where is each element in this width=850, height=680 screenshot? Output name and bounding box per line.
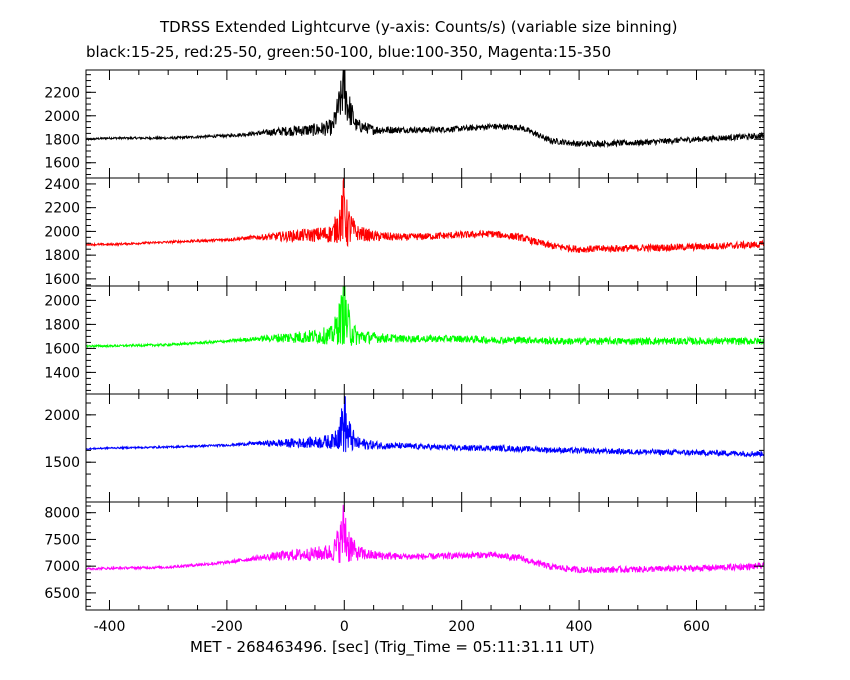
y-tick-label: 1800 <box>44 132 80 148</box>
y-tick-label: 7000 <box>44 559 80 575</box>
y-tick-label: 2000 <box>44 224 80 240</box>
x-tick-label: 0 <box>340 619 349 635</box>
x-tick-label: -200 <box>211 619 243 635</box>
chart-subtitle: black:15-25, red:25-50, green:50-100, bl… <box>86 43 612 61</box>
x-tick-label: 600 <box>683 619 710 635</box>
x-tick-label: 400 <box>566 619 593 635</box>
series-line-3 <box>85 285 764 349</box>
chart-title: TDRSS Extended Lightcurve (y-axis: Count… <box>160 18 678 36</box>
x-axis-label: MET - 268463496. [sec] (Trig_Time = 05:1… <box>190 638 595 656</box>
y-tick-label: 2000 <box>44 293 80 309</box>
panel-frame-1 <box>85 69 765 179</box>
y-tick-label: 1600 <box>44 272 80 288</box>
y-tick-label: 7500 <box>44 532 80 548</box>
x-tick-label: -400 <box>94 619 126 635</box>
y-tick-label: 1600 <box>44 156 80 172</box>
y-tick-label: 2400 <box>44 177 80 193</box>
panel-frame-5 <box>85 501 765 611</box>
y-tick-label: 2000 <box>44 408 80 424</box>
series-line-2 <box>85 177 765 254</box>
y-tick-label: 1400 <box>44 365 80 381</box>
y-tick-label: 6500 <box>44 586 80 602</box>
y-tick-label: 2200 <box>44 201 80 217</box>
panel-frame-2 <box>85 177 765 287</box>
y-tick-label: 1800 <box>44 317 80 333</box>
x-tick-label: 200 <box>448 619 475 635</box>
series-line-1 <box>85 69 765 149</box>
y-tick-label: 2000 <box>44 109 80 125</box>
y-tick-label: 8000 <box>44 506 80 522</box>
series-line-4 <box>85 395 765 458</box>
y-tick-label: 2200 <box>44 85 80 101</box>
series-line-5 <box>85 504 765 574</box>
y-tick-label: 1500 <box>44 455 80 471</box>
y-tick-label: 1800 <box>44 248 80 264</box>
y-tick-label: 1600 <box>44 341 80 357</box>
